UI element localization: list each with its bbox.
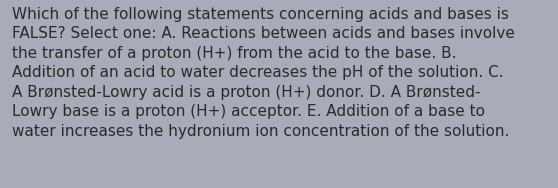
Text: Which of the following statements concerning acids and bases is
FALSE? Select on: Which of the following statements concer… (12, 7, 515, 139)
